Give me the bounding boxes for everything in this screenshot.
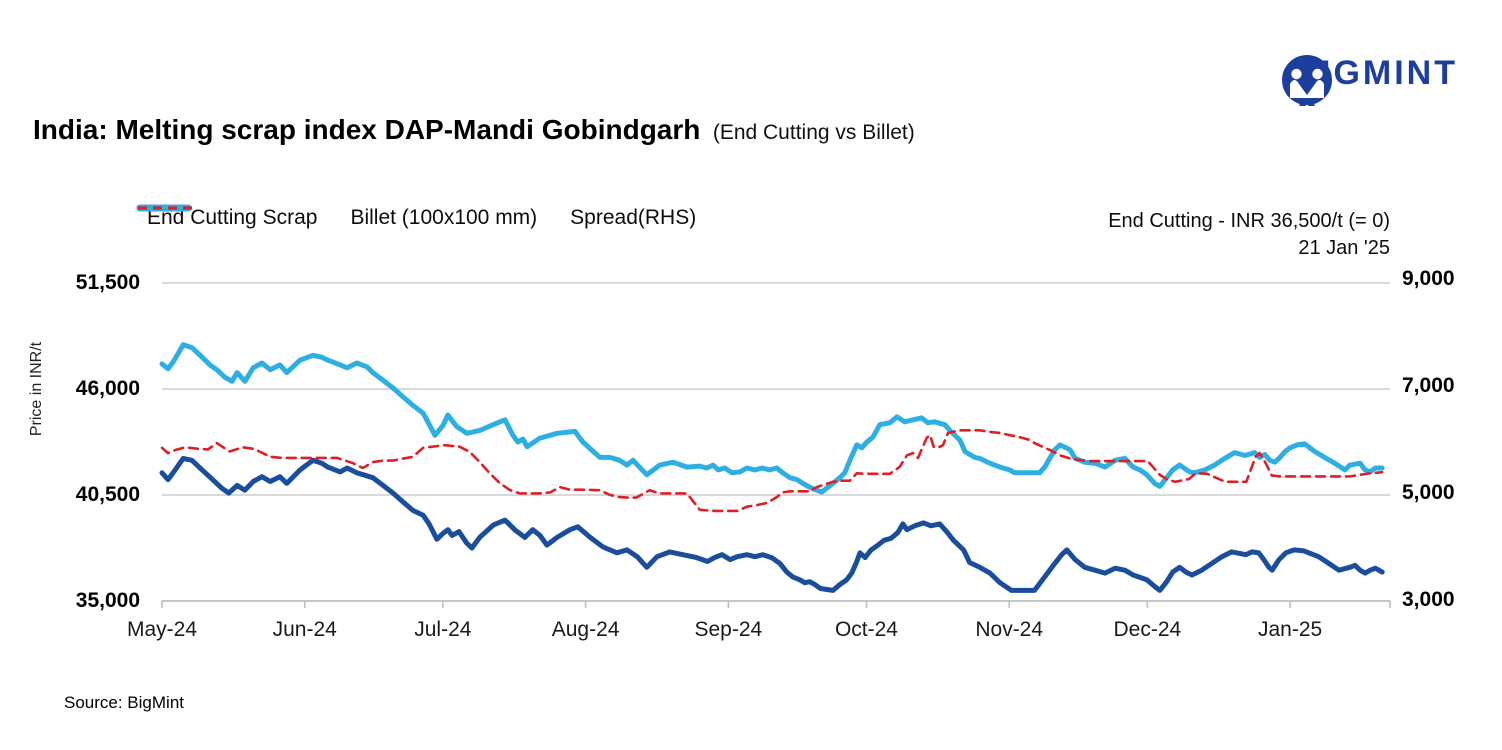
x-tick: Jun-24 <box>272 618 337 641</box>
x-tick: Oct-24 <box>834 618 898 641</box>
legend-label: End Cutting Scrap <box>147 206 318 229</box>
y-left-tick: 46,000 <box>75 377 140 400</box>
source-note: Source: BigMint <box>64 693 184 712</box>
x-tick: Dec-24 <box>1113 618 1182 641</box>
x-tick: Nov-24 <box>975 618 1044 641</box>
legend-label: Billet (100x100 mm) <box>350 206 538 229</box>
y-left-tick: 51,500 <box>75 271 140 294</box>
annotation-price: End Cutting - INR 36,500/t (= 0) <box>1108 210 1390 232</box>
y-right-tick: 3,000 <box>1402 588 1455 611</box>
y-right-tick: 5,000 <box>1402 481 1455 504</box>
page-subtitle: (End Cutting vs Billet) <box>712 121 915 144</box>
legend-item-spread: Spread(RHS) <box>138 206 697 230</box>
x-tick: Aug-24 <box>551 618 620 641</box>
legend-label: Spread(RHS) <box>570 206 697 229</box>
y-left-tick: 35,000 <box>75 589 140 612</box>
annotation-date: 21 Jan '25 <box>1298 237 1390 259</box>
title-row: India: Melting scrap index DAP-Mandi Gob… <box>33 114 915 146</box>
x-tick: Jul-24 <box>414 618 472 641</box>
x-tick: Jan-25 <box>1257 618 1323 641</box>
page-title: India: Melting scrap index DAP-Mandi Gob… <box>33 114 701 145</box>
bigmint-logo: BIGMINT <box>1281 54 1458 106</box>
x-tick: Sep-24 <box>694 618 763 641</box>
y-left-tick: 40,500 <box>75 483 140 506</box>
legend-item-billet: Billet (100x100 mm) <box>136 204 538 230</box>
chart-legend: End Cutting Scrap Billet (100x100 mm) Sp… <box>136 203 696 233</box>
latest-price-annotation: End Cutting - INR 36,500/t (= 0) 21 Jan … <box>1108 208 1390 262</box>
y-right-tick: 9,000 <box>1402 267 1455 290</box>
x-tick: May-24 <box>126 618 198 641</box>
y-right-tick: 7,000 <box>1402 374 1455 397</box>
